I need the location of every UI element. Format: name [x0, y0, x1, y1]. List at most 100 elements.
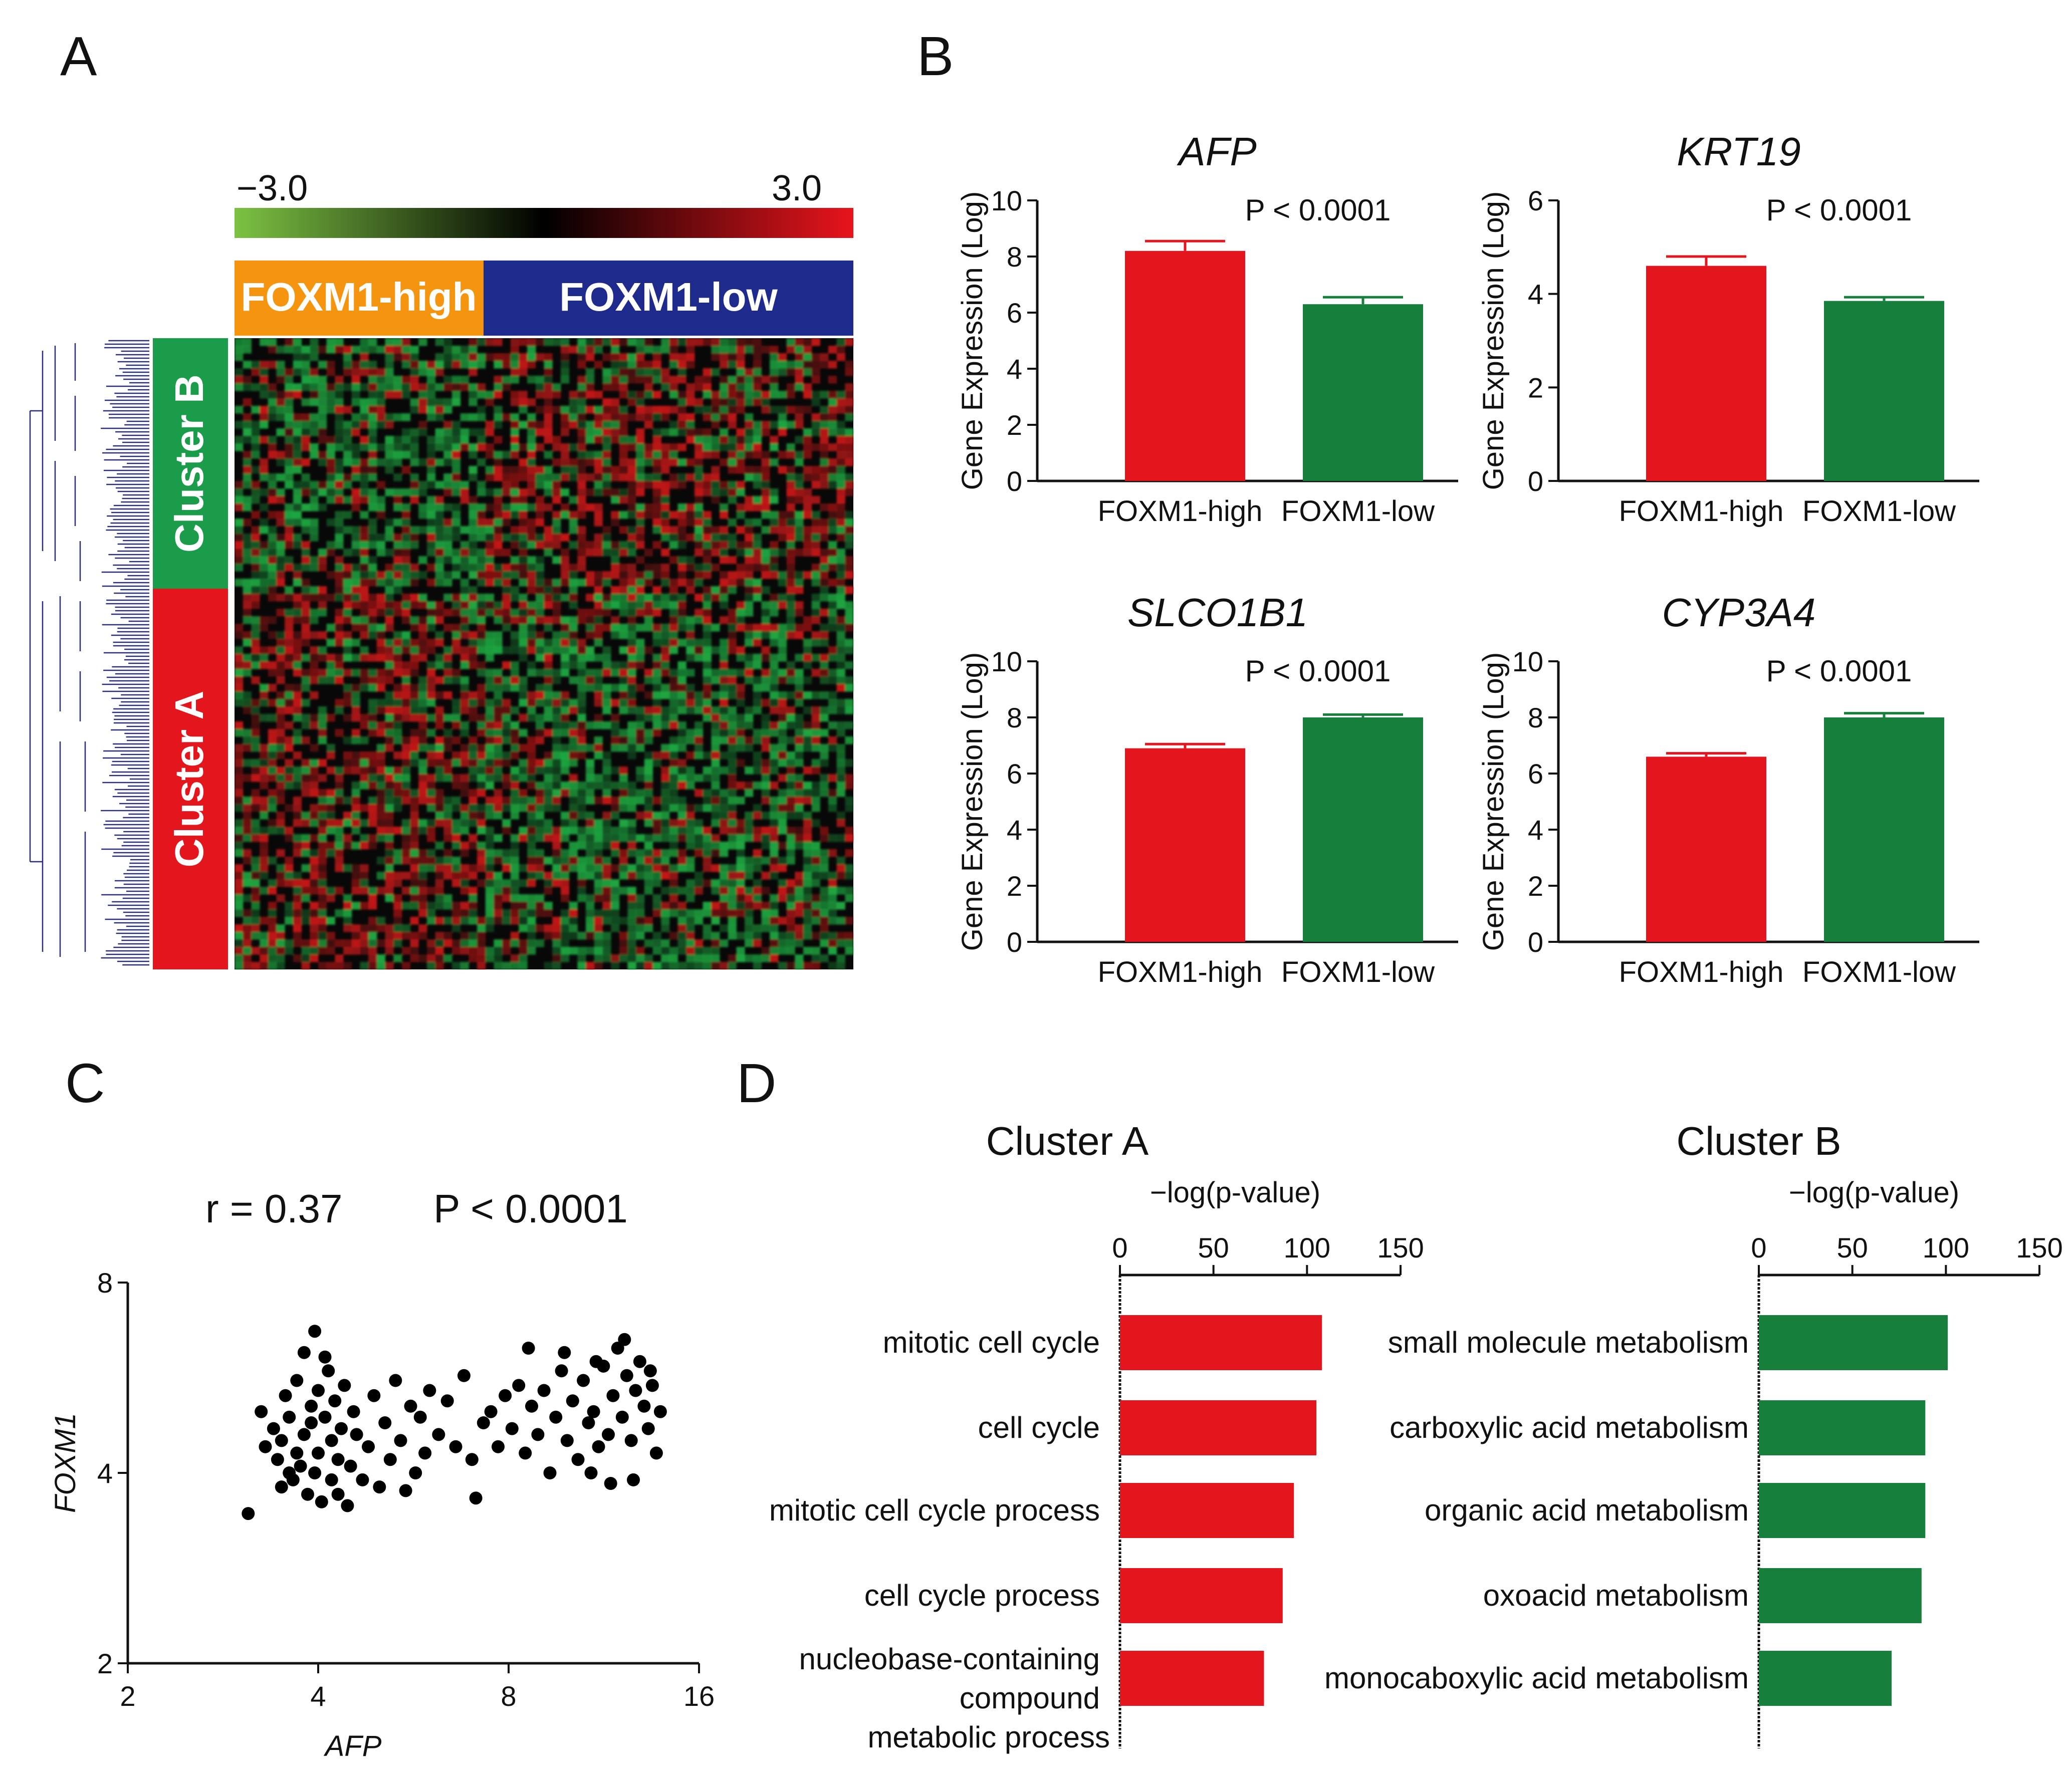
heatmap-cell — [820, 526, 829, 534]
heatmap-cell — [544, 601, 553, 609]
go-term-line: carboxylic acid metabolism — [1390, 1411, 1749, 1444]
heatmap-cell — [243, 699, 252, 707]
heatmap-cell — [594, 346, 603, 354]
heatmap-cell — [443, 812, 452, 820]
heatmap-cell — [293, 767, 302, 775]
heatmap-cell — [560, 872, 570, 880]
heatmap-cell — [753, 932, 762, 940]
heatmap-cell — [745, 954, 754, 962]
heatmap-cell — [602, 864, 611, 872]
heatmap-cell — [385, 924, 394, 932]
heatmap-cell — [770, 601, 779, 609]
heatmap-cell — [552, 481, 561, 489]
heatmap-cell — [376, 827, 385, 835]
heatmap-cell — [393, 541, 402, 549]
heatmap-cell — [577, 541, 586, 549]
heatmap-cell — [828, 849, 837, 857]
heatmap-cell — [560, 534, 570, 542]
heatmap-cell — [401, 391, 411, 399]
heatmap-cell — [285, 376, 294, 384]
heatmap-cell — [310, 556, 319, 564]
heatmap-cell — [677, 541, 686, 549]
heatmap-cell — [577, 413, 586, 421]
heatmap-cell — [560, 759, 570, 767]
heatmap-cell — [368, 541, 377, 549]
heatmap-cell — [235, 624, 244, 632]
heatmap-cell — [418, 797, 427, 805]
heatmap-cell — [636, 413, 645, 421]
heatmap-cell — [611, 827, 620, 835]
heatmap-cell — [435, 676, 444, 684]
heatmap-cell — [435, 511, 444, 519]
heatmap-cell — [251, 586, 260, 594]
heatmap-cell — [644, 706, 653, 714]
heatmap-cell — [393, 346, 402, 354]
heatmap-cell — [845, 481, 854, 489]
heatmap-cell — [711, 706, 720, 714]
heatmap-cell — [343, 361, 352, 369]
heatmap-cell — [703, 947, 712, 955]
heatmap-cell — [401, 691, 411, 699]
heatmap-cell — [644, 789, 653, 797]
heatmap-cell — [435, 902, 444, 910]
heatmap-cell — [393, 601, 402, 609]
heatmap-cell — [753, 706, 762, 714]
heatmap-cell — [652, 759, 661, 767]
heatmap-cell — [510, 721, 519, 729]
heatmap-cell — [243, 654, 252, 662]
heatmap-cell — [401, 639, 411, 647]
heatmap-cell — [828, 939, 837, 947]
heatmap-cell — [736, 721, 745, 729]
heatmap-cell — [426, 849, 436, 857]
heatmap-cell — [652, 661, 661, 669]
scatter-point — [331, 1453, 345, 1466]
heatmap-cell — [435, 774, 444, 782]
heatmap-cell — [745, 767, 754, 775]
heatmap-cell — [460, 616, 469, 624]
scatter-point — [394, 1434, 407, 1447]
heatmap-cell — [811, 782, 820, 790]
heatmap-cell — [602, 421, 611, 429]
heatmap-cell — [811, 789, 820, 797]
heatmap-cell — [836, 646, 845, 654]
heatmap-cell — [360, 624, 369, 632]
heatmap-cell — [669, 631, 678, 639]
heatmap-cell — [828, 421, 837, 429]
heatmap-cell — [376, 804, 385, 812]
y-axis-label: Gene Expression (Log) — [956, 191, 989, 490]
heatmap-cell — [661, 549, 670, 557]
heatmap-cell — [385, 383, 394, 391]
heatmap-cell — [627, 511, 636, 519]
heatmap-cell — [251, 534, 260, 542]
heatmap-cell — [426, 496, 436, 504]
heatmap-cell — [611, 353, 620, 361]
heatmap-cell — [235, 376, 244, 384]
heatmap-cell — [318, 413, 327, 421]
heatmap-cell — [761, 549, 770, 557]
heatmap-cell — [469, 353, 478, 361]
heatmap-cell — [243, 879, 252, 887]
heatmap-cell — [845, 413, 854, 421]
heatmap-cell — [251, 421, 260, 429]
heatmap-cell — [786, 759, 795, 767]
heatmap-cell — [494, 519, 503, 527]
heatmap-cell — [243, 947, 252, 955]
heatmap-cell — [527, 767, 536, 775]
heatmap-cell — [560, 368, 570, 376]
heatmap-cell — [811, 526, 820, 534]
heatmap-cell — [686, 804, 695, 812]
heatmap-cell — [820, 594, 829, 602]
heatmap-cell — [443, 797, 452, 805]
heatmap-cell — [828, 541, 837, 549]
heatmap-cell — [293, 579, 302, 587]
heatmap-cell — [460, 759, 469, 767]
heatmap-cell — [285, 338, 294, 346]
heatmap-cell — [293, 361, 302, 369]
heatmap-cell — [811, 338, 820, 346]
heatmap-cell — [669, 706, 678, 714]
heatmap-cell — [310, 804, 319, 812]
heatmap-cell — [669, 669, 678, 677]
heatmap-cell — [636, 466, 645, 474]
heatmap-cell — [577, 661, 586, 669]
heatmap-cell — [652, 609, 661, 617]
